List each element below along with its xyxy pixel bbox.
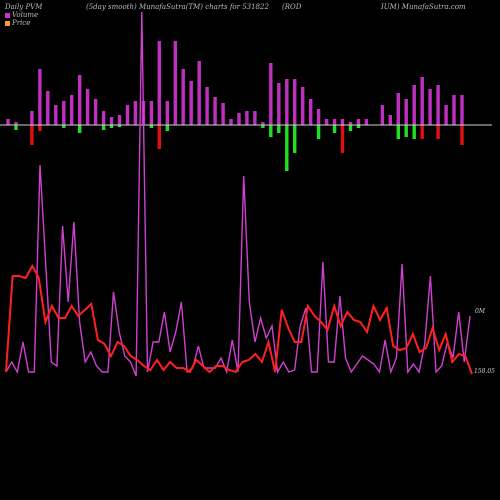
pvm-bar-up [444, 105, 448, 125]
pvm-bar-down [157, 125, 161, 149]
pvm-bar-down [14, 125, 18, 130]
pvm-bar-up [396, 93, 400, 125]
pvm-bar-down [285, 125, 289, 171]
pvm-bar-up [261, 122, 265, 125]
pvm-bar-up [229, 119, 233, 125]
pvm-bar-up [133, 101, 138, 125]
pvm-bar-down [436, 125, 440, 139]
symbol-part1: (ROD [282, 3, 302, 11]
chart-type-label: Daily PVM [5, 3, 43, 11]
pvm-bar-up [78, 75, 82, 125]
pvm-bar-up [70, 95, 74, 125]
pvm-bar-up [85, 89, 90, 125]
pvm-bar-down [348, 125, 353, 131]
pvm-bar-down [38, 125, 42, 131]
pvm-bar-up [364, 119, 369, 125]
pvm-bar-up [269, 63, 273, 125]
pvm-bar-up [38, 69, 42, 125]
pvm-bar-down [412, 125, 416, 139]
pvm-bar-up [309, 99, 313, 125]
pvm-bar-down [420, 125, 424, 139]
pvm-bar-up [340, 119, 345, 125]
pvm-bar-down [269, 125, 273, 137]
legend-price: Price [5, 19, 30, 27]
pvm-bar-up [253, 111, 257, 125]
pvm-bar-down [332, 125, 337, 133]
legend-volume-swatch [5, 12, 10, 18]
chart-title: (5day smooth) MunafaSutra(TM) charts for… [86, 3, 269, 11]
pvm-bar-down [62, 125, 66, 128]
pvm-bar-up [205, 87, 209, 125]
pvm-bar-up [420, 77, 424, 125]
pvm-bar-up [181, 69, 185, 125]
pvm-bar-up [293, 79, 297, 125]
legend-price-swatch [5, 20, 10, 26]
pvm-bar-down [78, 125, 82, 133]
pvm-bar-up [404, 99, 408, 125]
pvm-bar-up [237, 113, 241, 125]
pvm-bar-up [213, 97, 217, 125]
price-value-label: 158.05 [474, 368, 495, 375]
legend-price-label: Price [12, 19, 31, 27]
pvm-bar-up [452, 95, 456, 125]
pvm-bar-up [197, 61, 201, 125]
pvm-bar-up [54, 105, 58, 125]
pvm-bar-up [348, 122, 353, 125]
pvm-bar-down [30, 125, 34, 145]
pvm-bar-up [428, 89, 432, 125]
pvm-bar-up [189, 81, 193, 125]
pvm-bar-down [356, 125, 361, 128]
pvm-bar-down [316, 125, 321, 139]
pvm-bar-up [93, 99, 98, 125]
pvm-bar-up [245, 111, 249, 125]
pvm-bar-down [261, 125, 265, 128]
pvm-bar-down [404, 125, 408, 137]
volume-value-label: 0M [475, 308, 485, 315]
pvm-bar-up [117, 115, 122, 125]
pvm-bar-down [101, 125, 106, 130]
pvm-bar-up [332, 119, 337, 125]
pvm-bars [6, 41, 464, 171]
pvm-bar-up [412, 85, 416, 125]
pvm-bar-down [460, 125, 464, 145]
pvm-bar-up [125, 105, 130, 125]
pvm-bar-up [388, 115, 392, 125]
pvm-bar-up [46, 91, 50, 125]
pvm-bar-down [149, 125, 154, 128]
legend-volume: Volume [5, 11, 38, 19]
pvm-bar-up [109, 117, 114, 125]
pvm-bar-down [396, 125, 400, 139]
pvm-bar-up [6, 119, 10, 125]
pvm-bar-down [117, 125, 122, 127]
pvm-bar-down [165, 125, 169, 131]
pvm-bar-up [301, 87, 305, 125]
pvm-bar-up [30, 111, 34, 125]
pvm-bar-up [149, 101, 154, 125]
volume-line [5, 11, 471, 377]
symbol-part2: IUM) MunafaSutra.com [381, 3, 466, 11]
pvm-bar-up [157, 41, 161, 125]
pvm-bar-up [221, 103, 225, 125]
pvm-bar-up [285, 79, 289, 125]
pvm-bar-up [101, 111, 106, 125]
pvm-bar-down [109, 125, 114, 128]
pvm-bar-up [277, 83, 281, 125]
pvm-bar-up [356, 119, 361, 125]
pvm-bar-up [436, 85, 440, 125]
pvm-bar-up [460, 95, 464, 125]
pvm-bar-down [340, 125, 345, 153]
pvm-bar-up [380, 105, 385, 125]
pvm-bar-up [173, 41, 177, 125]
pvm-bar-down [277, 125, 281, 133]
pvm-bar-up [62, 101, 66, 125]
pvm-bar-up [316, 109, 321, 125]
pvm-bar-up [324, 119, 329, 125]
pvm-bar-down [293, 125, 297, 153]
price-line [5, 263, 473, 375]
pvm-bar-up [14, 122, 18, 125]
pvm-bar-up [165, 101, 169, 125]
legend-volume-label: Volume [12, 11, 39, 19]
